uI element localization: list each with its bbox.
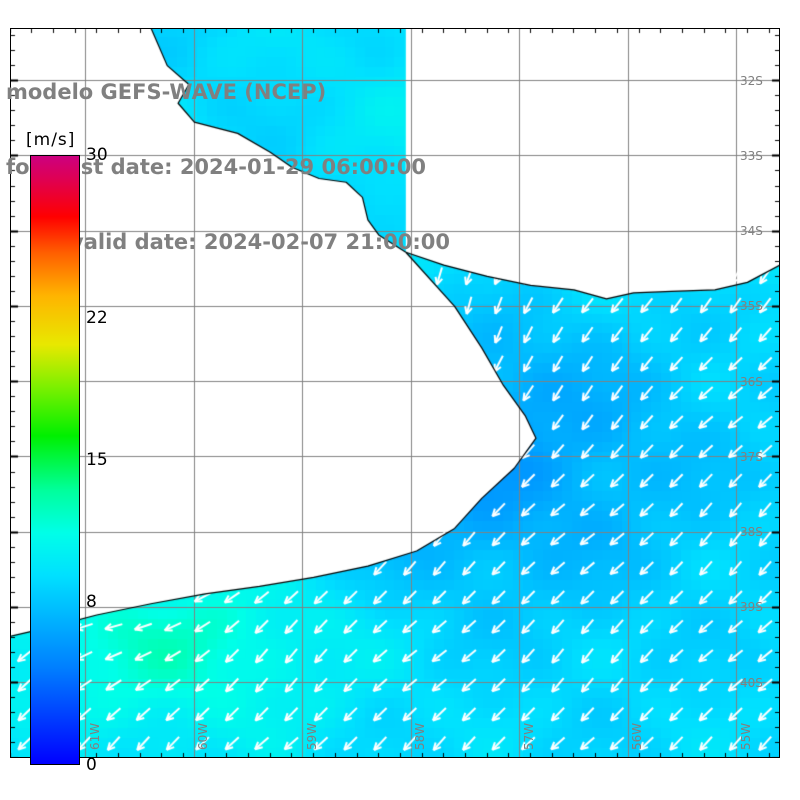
- colorbar-tick-8: 8: [86, 592, 97, 613]
- lat-label-32S: 32S: [740, 73, 763, 88]
- lon-label-60W: 60W: [196, 722, 211, 750]
- title-valid-date: valid date: 2024-02-07 21:00:00: [70, 230, 450, 254]
- title-model: modelo GEFS-WAVE (NCEP): [6, 80, 327, 104]
- lat-label-35S: 35S: [740, 299, 763, 314]
- colorbar-unit-label: [m/s]: [26, 130, 76, 150]
- lat-label-37S: 37S: [740, 449, 763, 464]
- colorbar-gradient: [30, 155, 80, 765]
- lon-label-56W: 56W: [630, 722, 645, 750]
- lon-label-58W: 58W: [413, 722, 428, 750]
- lon-label-59W: 59W: [304, 722, 319, 750]
- colorbar-tick-22: 22: [86, 307, 108, 328]
- lat-label-33S: 33S: [740, 148, 763, 163]
- lon-label-55W: 55W: [738, 722, 753, 750]
- plot-title: modelo GEFS-WAVE (NCEP) forecast date: 2…: [0, 30, 520, 305]
- colorbar: [30, 155, 86, 765]
- colorbar-tick-30: 30: [86, 145, 108, 165]
- lon-label-57W: 57W: [521, 722, 536, 750]
- lat-label-34S: 34S: [740, 224, 763, 239]
- lat-label-38S: 38S: [740, 525, 763, 540]
- lat-label-39S: 39S: [740, 600, 763, 615]
- lat-label-40S: 40S: [740, 675, 763, 690]
- lat-label-36S: 36S: [740, 374, 763, 389]
- colorbar-tick-0: 0: [86, 755, 97, 775]
- lon-label-61W: 61W: [87, 722, 102, 750]
- colorbar-tick-15: 15: [86, 450, 108, 470]
